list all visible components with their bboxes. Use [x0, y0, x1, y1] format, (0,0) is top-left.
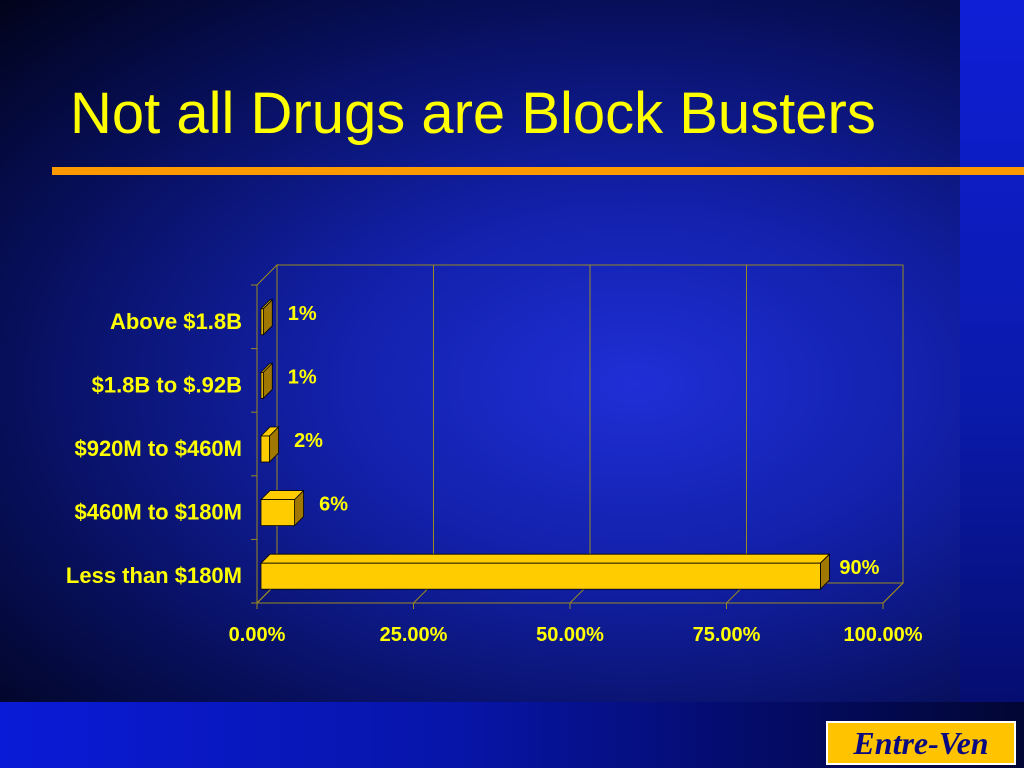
category-label: $460M to $180M [74, 500, 242, 525]
data-label: 1% [288, 303, 317, 325]
x-tick-label: 100.00% [844, 624, 923, 646]
category-label: $1.8B to $.92B [92, 372, 242, 397]
category-label: Less than $180M [66, 563, 242, 588]
slide-title: Not all Drugs are Block Busters [70, 81, 876, 146]
bar [260, 371, 264, 399]
chart-x-tick-labels: 0.00% 25.00% 50.00% 75.00% 100.00% [229, 624, 923, 646]
data-label: 6% [319, 494, 348, 516]
chart-category-labels: Above $1.8B $1.8B to $.92B $920M to $460M $… [66, 309, 242, 588]
x-tick-label: 0.00% [229, 624, 286, 646]
right-decor-band [960, 0, 1024, 702]
bar [260, 308, 264, 336]
x-tick-label: 25.00% [380, 624, 448, 646]
brand-logo-text: Entre-Ven [853, 724, 989, 761]
chart-bars [260, 298, 831, 591]
title-underline [52, 167, 1024, 175]
data-label: 1% [288, 366, 317, 388]
bar [260, 499, 295, 527]
bar [260, 435, 270, 463]
x-tick-label: 75.00% [693, 624, 761, 646]
data-label: 2% [294, 430, 323, 452]
bar [260, 562, 821, 590]
bar-top-face [260, 553, 831, 564]
data-label: 90% [839, 557, 879, 579]
brand-logo: Entre-Ven [826, 721, 1016, 765]
chart-data-labels: 1% 1% 2% 6% 90% [288, 303, 880, 579]
chart-floor-tick [882, 582, 904, 604]
x-tick-label: 50.00% [536, 624, 604, 646]
category-label: $920M to $460M [74, 436, 242, 461]
category-label: Above $1.8B [110, 309, 242, 334]
chart-frame [255, 263, 905, 605]
